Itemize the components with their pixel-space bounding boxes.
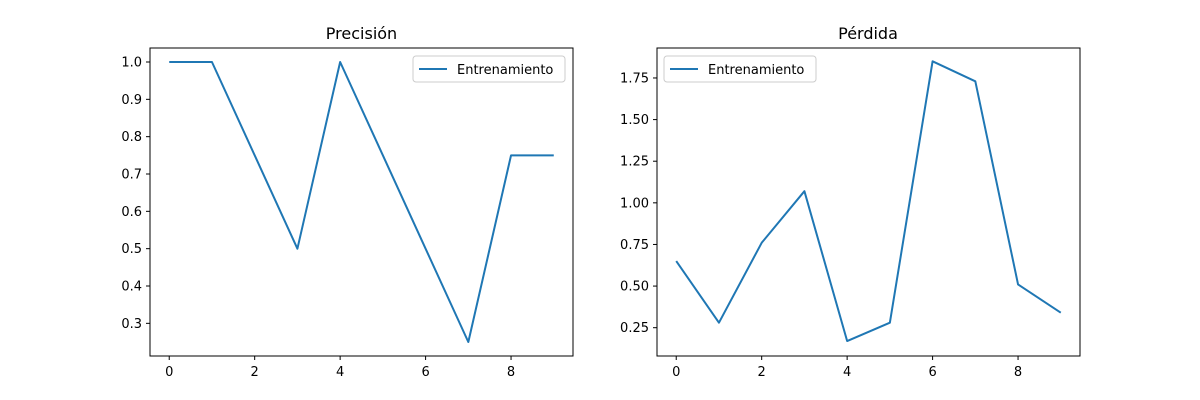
y-tick-label: 0.8 [121, 130, 142, 145]
y-tick-label: 0.9 [121, 93, 142, 108]
plot-area [656, 47, 1081, 357]
x-tick-label: 4 [843, 365, 851, 380]
y-tick-label: 1.0 [121, 56, 142, 71]
legend-box [412, 55, 566, 83]
y-tick-label: 0.6 [121, 205, 142, 220]
y-tick-label: 1.50 [620, 113, 649, 128]
legend-label: Entrenamiento [708, 63, 804, 78]
chart-title: Precisión [326, 24, 397, 43]
x-tick-label: 4 [336, 365, 344, 380]
plot-area [149, 47, 574, 357]
x-tick-label: 8 [1014, 365, 1022, 380]
x-axis: 0 2 4 6 8 [165, 356, 515, 380]
x-tick-label: 0 [165, 365, 173, 380]
legend-label: Entrenamiento [457, 63, 553, 78]
x-tick-label: 2 [758, 365, 766, 380]
x-tick-label: 6 [928, 365, 936, 380]
y-tick-label: 0.25 [620, 321, 649, 336]
x-axis: 0 2 4 6 8 [672, 356, 1022, 380]
x-tick-label: 0 [672, 365, 680, 380]
y-tick-label: 0.3 [121, 317, 142, 332]
series-line [675, 60, 1062, 343]
y-axis: 0.25 0.50 0.75 1.00 1.25 1.50 1.75 [620, 71, 657, 336]
y-tick-label: 0.4 [121, 280, 142, 295]
series-layer [675, 60, 1062, 343]
x-tick-label: 2 [251, 365, 259, 380]
y-tick-label: 1.25 [620, 155, 649, 170]
legend-box [663, 55, 817, 83]
chart-title: Pérdida [838, 24, 898, 43]
chart-panel-accuracy: Precisión 0 2 4 6 8 0.3 0.4 0.5 0.6 0.7 0.8 0.9 1.0… [121, 24, 574, 380]
y-tick-label: 0.7 [121, 168, 142, 183]
series-line [169, 61, 554, 343]
x-tick-label: 6 [421, 365, 429, 380]
legend: Entrenamiento [412, 55, 566, 83]
y-axis: 0.3 0.4 0.5 0.6 0.7 0.8 0.9 1.0 [121, 56, 150, 332]
y-tick-label: 0.50 [620, 280, 649, 295]
y-tick-label: 1.00 [620, 196, 649, 211]
series-layer [169, 61, 554, 343]
x-tick-label: 8 [507, 365, 515, 380]
y-tick-label: 0.5 [121, 242, 142, 257]
y-tick-label: 1.75 [620, 71, 649, 86]
legend: Entrenamiento [663, 55, 817, 83]
chart-panel-loss: Pérdida 0 2 4 6 8 0.25 0.50 0.75 1.00 1.25 1.50 1.… [620, 24, 1081, 380]
y-tick-label: 0.75 [620, 238, 649, 253]
